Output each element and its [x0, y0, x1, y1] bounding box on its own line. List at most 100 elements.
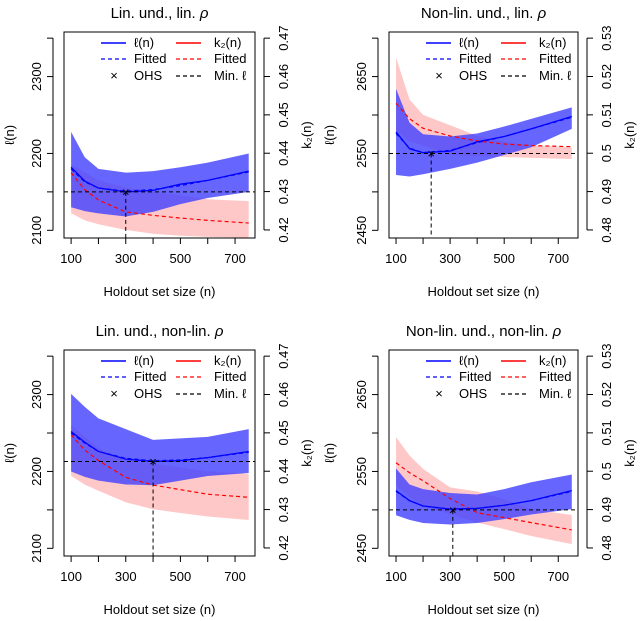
k2-fitted-line [395, 102, 572, 148]
ohs-marker: × [149, 454, 157, 469]
y2-tick-label: 0.5 [599, 462, 614, 480]
y2-tick-label: 0.53 [599, 343, 614, 368]
legend-min-label: Min. ℓ [214, 68, 247, 83]
y2-tick-label: 0.45 [276, 420, 291, 445]
y-axis-label: ℓ(n) [2, 125, 17, 145]
legend-min-label: Min. ℓ [214, 386, 247, 401]
legend-k2-fitted-label: Fitted [539, 369, 572, 384]
k2-band [396, 57, 572, 159]
y2-tick-label: 0.48 [599, 535, 614, 560]
panel-4: Non-lin. und., non-lin. ρ × 100 300 500 700 Ho… [322, 323, 637, 617]
panel-title: Non-lin. und., lin. ρ [421, 5, 547, 22]
x-tick-label: 700 [224, 569, 246, 584]
title-text: Lin. und., non-lin. [96, 323, 215, 340]
y2-tick-label: 0.43 [276, 497, 291, 522]
plot-box [63, 31, 256, 239]
x-axis-label: Holdout set size (n) [104, 284, 216, 299]
legend-k2-fitted-label: Fitted [214, 51, 247, 66]
ohs-marker: × [122, 184, 130, 199]
plot-area [70, 131, 249, 238]
y2-axis-label: k₂(n) [622, 121, 637, 148]
plot-box [63, 349, 256, 557]
legend-min-label: Min. ℓ [539, 68, 572, 83]
x-tick-label: 100 [385, 569, 407, 584]
legend-ell-fitted-label: Fitted [134, 51, 167, 66]
y2-tick-label: 0.51 [599, 420, 614, 445]
ell-band [396, 468, 572, 525]
y-tick-label: 2450 [354, 216, 369, 245]
y2-tick-label: 0.49 [599, 179, 614, 204]
y-tick-label: 2450 [354, 534, 369, 563]
legend-k2-label: k₂(n) [539, 35, 566, 50]
legend-ell-label: ℓ(n) [134, 35, 154, 50]
legend-ell-label: ℓ(n) [459, 35, 479, 50]
x-axis-label: Holdout set size (n) [428, 284, 540, 299]
x-tick-label: 500 [170, 251, 192, 266]
legend: ℓ(n) k₂(n)Fitted Fitted× OHS Min. ℓ [426, 353, 572, 401]
legend-k2-label: k₂(n) [539, 353, 566, 368]
k2-fitted-line [70, 434, 249, 498]
title-text: Non-lin. und., non-lin. [406, 323, 553, 340]
x-axis-label: Holdout set size (n) [104, 602, 216, 617]
ell-band [71, 393, 249, 486]
y-tick-label: 2200 [29, 139, 44, 168]
ohs-marker: × [449, 502, 457, 517]
x-tick-label: 300 [439, 569, 461, 584]
ell-mean-line [395, 490, 572, 510]
title-text: Non-lin. und., lin. [421, 5, 538, 22]
y2-tick-label: 0.52 [599, 64, 614, 89]
y2-tick-label: 0.42 [276, 217, 291, 242]
x-tick-label: 100 [385, 251, 407, 266]
panel-2: Non-lin. und., lin. ρ × 100 300 500 700 Holdou… [322, 5, 637, 299]
legend: ℓ(n) k₂(n)Fitted Fitted× OHS Min. ℓ [101, 35, 247, 83]
y2-tick-label: 0.42 [276, 535, 291, 560]
y-axis-label: ℓ(n) [2, 443, 17, 463]
ohs-marker: × [427, 146, 435, 161]
x-tick-label: 700 [547, 251, 569, 266]
legend-ell-fitted-label: Fitted [459, 369, 492, 384]
plot-box [388, 31, 579, 239]
ell-mean-line [70, 430, 249, 463]
y2-tick-label: 0.47 [276, 25, 291, 50]
x-tick-label: 100 [60, 251, 82, 266]
y2-tick-label: 0.46 [276, 382, 291, 407]
y-tick-label: 2650 [354, 380, 369, 409]
y-tick-label: 2300 [29, 62, 44, 91]
y-tick-label: 2550 [354, 457, 369, 486]
y2-tick-label: 0.51 [599, 102, 614, 127]
x-tick-label: 500 [493, 569, 515, 584]
y-tick-label: 2200 [29, 457, 44, 486]
legend-ohs-label: OHS [459, 68, 488, 83]
panel-title: Non-lin. und., non-lin. ρ [406, 323, 562, 340]
y-axis-label: ℓ(n) [322, 443, 337, 463]
y-tick-label: 2550 [354, 139, 369, 168]
title-symbol: ρ [537, 5, 547, 22]
panel-title: Lin. und., lin. ρ [111, 5, 209, 22]
legend-ell-fitted-label: Fitted [459, 51, 492, 66]
k2-fitted-line [395, 462, 572, 531]
y2-tick-label: 0.45 [276, 102, 291, 127]
y2-tick-label: 0.44 [276, 141, 291, 166]
y2-tick-label: 0.52 [599, 382, 614, 407]
legend-ohs-marker: × [435, 68, 443, 83]
y2-tick-label: 0.5 [599, 144, 614, 162]
legend-ell-label: ℓ(n) [134, 353, 154, 368]
panel-title: Lin. und., non-lin. ρ [96, 323, 224, 340]
legend: ℓ(n) k₂(n)Fitted Fitted× OHS Min. ℓ [426, 35, 572, 83]
plot-area [395, 437, 572, 545]
title-symbol: ρ [199, 5, 209, 22]
legend-ohs-marker: × [110, 386, 118, 401]
legend-k2-fitted-label: Fitted [539, 51, 572, 66]
panel-1: Lin. und., lin. ρ × 100 300 500 700 Holdout se… [2, 5, 314, 299]
panel-3: Lin. und., non-lin. ρ × 100 300 500 700 Holdou… [2, 323, 314, 617]
y2-tick-label: 0.46 [276, 64, 291, 89]
y-axis-label: ℓ(n) [322, 125, 337, 145]
ell-band [396, 88, 572, 177]
legend-ell-label: ℓ(n) [459, 353, 479, 368]
x-tick-label: 500 [170, 569, 192, 584]
x-tick-label: 700 [547, 569, 569, 584]
legend-min-label: Min. ℓ [539, 386, 572, 401]
title-symbol: ρ [214, 323, 224, 340]
legend-ohs-marker: × [435, 386, 443, 401]
ell-band [71, 131, 249, 217]
